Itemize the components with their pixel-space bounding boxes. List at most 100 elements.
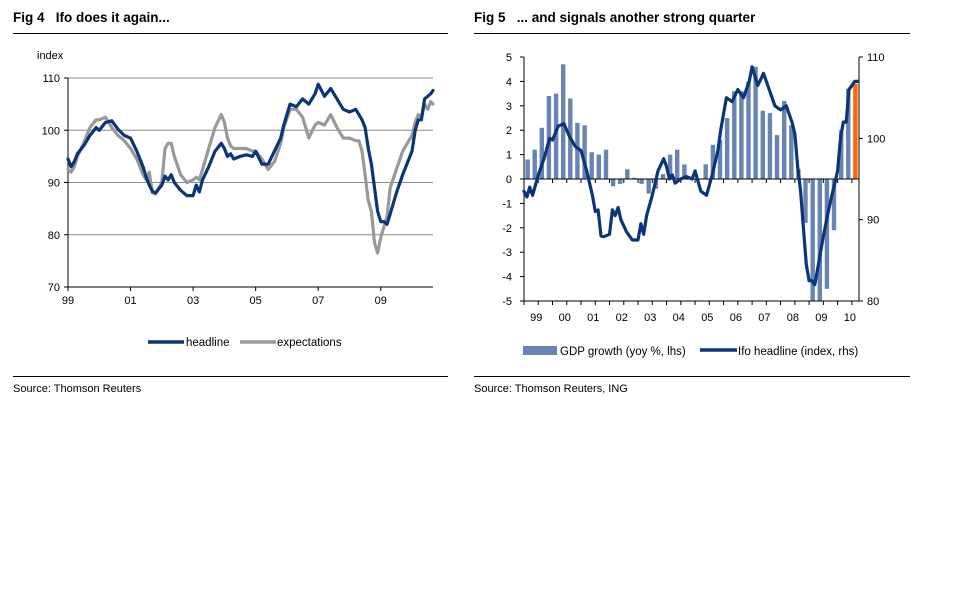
- fig5-bar: [831, 179, 837, 231]
- fig5-bar: [682, 164, 687, 179]
- fig5-bar: [589, 152, 594, 179]
- fig5-bar: [575, 122, 580, 179]
- fig5-bar: [760, 110, 765, 179]
- fig4-series: [66, 82, 435, 255]
- fig5-x-tick-label: 05: [701, 312, 713, 324]
- fig4-line-headline: [66, 82, 435, 226]
- fig5-bar: [618, 179, 623, 184]
- fig5-legend-ifo-label: Ifo headline (index, rhs): [738, 346, 858, 358]
- fig5-bar: [767, 113, 773, 179]
- fig5-bar: [717, 140, 723, 179]
- fig4-y-tick-label: 90: [48, 178, 60, 190]
- fig4-y-tick-label: 110: [42, 73, 60, 85]
- fig4-x-tick-label: 09: [375, 295, 387, 307]
- fig5-bar: [675, 149, 680, 179]
- fig5-legend-gdp-swatch: [523, 346, 557, 355]
- fig5-bar: [803, 179, 808, 223]
- fig5-title: Fig 5 ... and signals another strong qua…: [474, 10, 755, 25]
- fig5-bar: [646, 179, 651, 194]
- fig5-x-tick-label: 99: [530, 312, 542, 324]
- fig5-y2-tick-label: 100: [867, 133, 885, 145]
- fig5-bar: [789, 125, 794, 179]
- fig5-bar: [846, 88, 851, 179]
- fig5-y-tick-label: 0: [506, 174, 512, 186]
- fig5-y2-tick-label: 80: [867, 296, 879, 308]
- fig5-bar: [596, 154, 601, 179]
- fig4-x-tick-label: 05: [250, 295, 262, 307]
- fig4-source-rule: [13, 376, 448, 377]
- fig5-bar: [553, 93, 559, 179]
- fig5-x-tick-label: 00: [559, 312, 571, 324]
- fig5-bar: [810, 179, 815, 301]
- fig5-bar: [774, 135, 780, 179]
- fig5-bar: [561, 64, 566, 179]
- fig5-y-tick-label: -5: [502, 296, 512, 308]
- fig5-y-tick-label: -4: [502, 272, 512, 284]
- fig5-bar: [817, 179, 822, 301]
- fig5-legend: GDP growth (yoy %, lhs) Ifo headline (in…: [523, 346, 858, 358]
- fig5-source: Source: Thomson Reuters, ING: [474, 383, 628, 395]
- fig4-y-tick-label: 100: [42, 125, 60, 137]
- fig5-x-tick-label: 03: [644, 312, 656, 324]
- fig4-legend: headline expectations: [148, 337, 342, 349]
- fig5-bar: [732, 91, 737, 179]
- fig4-title-prefix: Fig 4: [13, 10, 45, 25]
- fig5-y2-tick-label: 90: [867, 215, 879, 227]
- fig5-bar: [610, 179, 616, 187]
- fig5-x-tick-label: 10: [844, 312, 856, 324]
- fig4-title-text: Ifo does it again...: [55, 10, 170, 25]
- fig4-line-expectations: [66, 99, 435, 255]
- fig4-y-tick-label: 80: [48, 230, 60, 242]
- fig4-y-axis-label: index: [37, 50, 64, 62]
- fig5-x-tick-label: 04: [673, 312, 685, 324]
- fig5-y-tick-label: 3: [506, 101, 512, 113]
- fig5-bar: [853, 83, 858, 179]
- fig5-bar: [824, 179, 830, 289]
- fig5-title-rule: [474, 33, 910, 34]
- fig5-bar: [582, 125, 587, 179]
- fig4-axes: 70 80 90 100 110 99 01 03 05 07 09: [42, 73, 433, 307]
- fig4-legend-expectations-label: expectations: [277, 337, 342, 349]
- fig5-y-tick-label: -3: [502, 247, 512, 259]
- fig4-chart: index 70 80 90 100 110 99 01 03 05 07 09 headline …: [37, 50, 435, 349]
- fig5-bar: [753, 66, 758, 179]
- fig4-title: Fig 4 Ifo does it again...: [13, 10, 170, 25]
- fig5-title-prefix: Fig 5: [474, 10, 506, 25]
- fig5-bar: [724, 118, 730, 179]
- fig4-title-rule: [13, 33, 448, 34]
- fig5-legend-gdp-label: GDP growth (yoy %, lhs): [560, 346, 686, 358]
- fig5-bar: [625, 169, 630, 179]
- fig5-bar: [632, 177, 637, 179]
- fig5-bar: [539, 127, 544, 179]
- fig5-line-ifo-headline: [522, 65, 860, 287]
- fig5-y-tick-label: -1: [502, 198, 512, 210]
- fig5-x-tick-label: 02: [616, 312, 628, 324]
- fig5-bar: [839, 130, 844, 179]
- fig5-series: [522, 65, 860, 287]
- fig4-x-tick-label: 07: [312, 295, 324, 307]
- fig4-legend-headline-label: headline: [186, 337, 229, 349]
- fig4-x-tick-label: 03: [187, 295, 199, 307]
- fig5-bar: [703, 164, 708, 179]
- fig4-x-tick-label: 99: [62, 295, 74, 307]
- fig4-source: Source: Thomson Reuters: [13, 383, 142, 395]
- fig5-bar: [739, 91, 744, 179]
- fig5-x-tick-label: 09: [815, 312, 827, 324]
- fig5-source-rule: [474, 376, 910, 377]
- fig5-y-tick-label: 4: [506, 76, 512, 88]
- fig4-x-tick-label: 01: [124, 295, 136, 307]
- fig4-y-tick-label: 70: [48, 282, 60, 294]
- fig5-y-tick-label: 5: [506, 52, 512, 64]
- fig5-bar: [667, 154, 673, 179]
- fig5-bar: [525, 159, 530, 179]
- fig5-x-tick-label: 01: [587, 312, 599, 324]
- fig5-y-tick-label: 1: [506, 150, 512, 162]
- fig5-y-tick-label: -2: [502, 223, 512, 235]
- fig5-bar: [603, 149, 609, 179]
- fig5-bar: [746, 81, 751, 179]
- fig5-bar: [532, 149, 537, 179]
- fig5-bar: [639, 179, 644, 184]
- fig5-bar: [782, 100, 787, 179]
